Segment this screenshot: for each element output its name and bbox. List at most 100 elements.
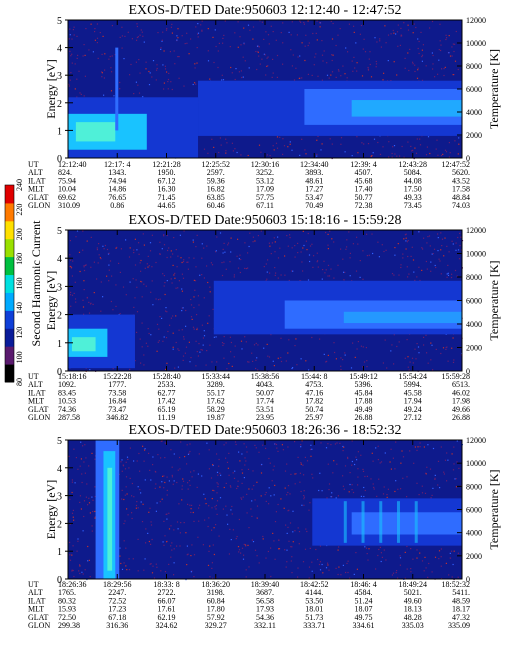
table-cell: 15:59:28 <box>442 372 470 381</box>
table-cell: 50.77 <box>355 193 373 202</box>
table-cell: 48.84 <box>452 193 470 202</box>
table-cell: 51.73 <box>305 613 323 622</box>
table-cell: 50.74 <box>305 405 323 414</box>
table-cell: 74.36 <box>58 405 76 414</box>
table-cell: 333.71 <box>303 621 325 630</box>
table-cell: 49.24 <box>404 405 422 414</box>
table-cell: 48.28 <box>404 613 422 622</box>
table-cell: 12:21:28 <box>152 160 180 169</box>
table-cell: 17.93 <box>256 605 274 614</box>
table-cell: 17.62 <box>207 397 225 406</box>
table-cell: 1343. <box>108 168 126 177</box>
table-cell: 12:30:16 <box>251 160 279 169</box>
table-cell: 17.82 <box>305 397 323 406</box>
spectrogram-noise <box>68 440 463 581</box>
table-cell: 14.86 <box>108 185 126 194</box>
table-cell: 48.59 <box>452 596 470 605</box>
table-row-label: ILAT <box>28 596 45 605</box>
table-cell: 53.12 <box>256 176 274 185</box>
table-cell: 12:12:40 <box>58 160 86 169</box>
colorbar-tick-label: 140 <box>15 302 24 314</box>
table-cell: 71.45 <box>158 193 176 202</box>
y-tick-label: 3 <box>57 71 62 82</box>
y2-tick-label: 10000 <box>466 459 486 468</box>
table-cell: 310.09 <box>58 201 80 210</box>
table-cell: 46.02 <box>452 388 470 397</box>
table-cell: 16.30 <box>158 185 176 194</box>
table-cell: 15:44: 8 <box>301 372 327 381</box>
y2-tick-label: 6000 <box>466 85 482 94</box>
y-tick-label: 5 <box>57 436 62 447</box>
y-tick-label: 0 <box>57 154 62 165</box>
orbit-table: UT 15:18:16 15:22:28 15:28:40 15:33:44 15:38:… <box>28 372 470 422</box>
y-tick-label: 0 <box>57 367 62 378</box>
table-cell: 2247. <box>108 588 126 597</box>
table-cell: 60.46 <box>207 201 225 210</box>
table-cell: 26.88 <box>452 413 470 422</box>
y-axis-label: Energy [eV] <box>44 480 58 539</box>
table-cell: 72.50 <box>58 613 76 622</box>
y-tick-label: 4 <box>57 254 62 265</box>
table-row-label: ILAT <box>28 388 45 397</box>
y-axis-label: Energy [eV] <box>44 59 58 118</box>
table-row-label: MLT <box>28 397 44 406</box>
table-cell: 4144. <box>305 588 323 597</box>
y-tick-label: 2 <box>57 311 62 322</box>
y2-tick-label: 8000 <box>466 273 482 282</box>
table-cell: 15.93 <box>58 605 76 614</box>
y2-axis-label: Temperature [K] <box>487 49 501 129</box>
table-cell: 287.58 <box>58 413 80 422</box>
table-cell: 5021. <box>404 588 422 597</box>
table-cell: 3687. <box>256 588 274 597</box>
table-cell: 4043. <box>256 380 274 389</box>
y2-tick-label: 4000 <box>466 320 482 329</box>
colorbar-segment <box>5 310 14 329</box>
table-cell: 15:18:16 <box>58 372 86 381</box>
table-cell: 55.17 <box>207 388 225 397</box>
table-row-label: ALT <box>28 168 43 177</box>
table-cell: 15:38:56 <box>251 372 279 381</box>
table-cell: 51.24 <box>355 596 373 605</box>
table-cell: 332.11 <box>254 621 276 630</box>
table-cell: 18.07 <box>355 605 373 614</box>
table-cell: 16.82 <box>207 185 225 194</box>
table-cell: 62.77 <box>158 388 176 397</box>
colorbar-tick-label: 220 <box>15 204 24 216</box>
panel-1: EXOS-D/TED Date:950603 12:12:40 - 12:47:… <box>28 3 501 210</box>
table-cell: 75.94 <box>58 176 76 185</box>
y2-tick-label: 4000 <box>466 108 482 117</box>
table-cell: 18:52:32 <box>442 580 470 589</box>
colorbar: 80 100 120 140 160 180 200 220 240 Second Harmoni… <box>4 179 43 386</box>
table-cell: 18.13 <box>404 605 422 614</box>
y-tick-label: 1 <box>57 126 62 137</box>
table-row-label: UT <box>28 160 39 169</box>
table-row-label: MLT <box>28 185 44 194</box>
table-cell: 50.07 <box>256 388 274 397</box>
table-cell: 15:28:40 <box>152 372 180 381</box>
table-cell: 53.47 <box>305 193 323 202</box>
colorbar-tick-label: 160 <box>15 278 24 290</box>
table-cell: 18:36:20 <box>202 580 230 589</box>
y2-tick-label: 2000 <box>466 344 482 353</box>
colorbar-segment <box>5 185 14 204</box>
table-cell: 74.03 <box>452 201 470 210</box>
table-cell: 17.27 <box>305 185 323 194</box>
table-cell: 4507. <box>355 168 373 177</box>
table-cell: 18:26:36 <box>58 580 86 589</box>
y-tick-label: 2 <box>57 99 62 110</box>
table-cell: 80.32 <box>58 596 76 605</box>
table-cell: 12:39: 4 <box>350 160 376 169</box>
table-cell: 47.32 <box>452 613 470 622</box>
colorbar-segment <box>5 238 14 258</box>
table-cell: 67.12 <box>158 176 176 185</box>
table-cell: 44.65 <box>158 201 176 210</box>
table-cell: 2533. <box>158 380 176 389</box>
table-cell: 12:34:40 <box>300 160 328 169</box>
table-cell: 65.19 <box>158 405 176 414</box>
colorbar-segment <box>5 274 14 293</box>
table-cell: 56.58 <box>256 596 274 605</box>
colorbar-segment <box>5 202 14 222</box>
table-cell: 17.74 <box>256 397 274 406</box>
table-row-label: GLAT <box>28 613 49 622</box>
